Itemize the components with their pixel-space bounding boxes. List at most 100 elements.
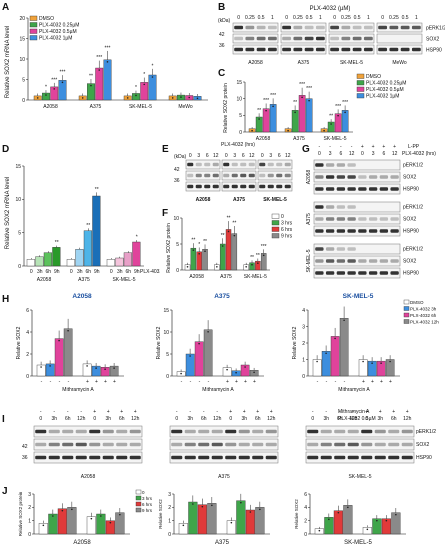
blot-strip bbox=[328, 44, 375, 55]
y-tick-label: 15 bbox=[163, 308, 169, 314]
blot-strip bbox=[313, 243, 401, 255]
time-label: 6h bbox=[45, 269, 51, 275]
data-point bbox=[207, 331, 209, 333]
bar bbox=[91, 365, 101, 377]
time-label: 0 bbox=[93, 416, 96, 422]
protein-band bbox=[315, 25, 325, 30]
mith-sign: - bbox=[203, 409, 205, 415]
mith-sign: + bbox=[134, 409, 137, 415]
mith-sign: + bbox=[235, 379, 238, 385]
bar bbox=[57, 508, 67, 535]
time-label: 6h bbox=[337, 416, 343, 422]
y-tick-label: 10 bbox=[173, 216, 179, 222]
mith-sign: - bbox=[335, 379, 337, 385]
protein-band bbox=[334, 429, 346, 434]
significance-mark: ** bbox=[256, 253, 260, 259]
data-point bbox=[380, 362, 382, 364]
protein-band bbox=[265, 442, 277, 447]
protein-band bbox=[401, 442, 413, 447]
blot-strip bbox=[376, 44, 423, 55]
protein-band bbox=[102, 455, 114, 460]
legend-label: PLX-4032 1µM bbox=[39, 36, 72, 42]
subplot-title: SK-MEL-5 bbox=[343, 293, 374, 300]
data-point bbox=[257, 262, 259, 264]
y-tick-label: 4 bbox=[304, 505, 307, 511]
protein-band bbox=[336, 229, 346, 233]
mith-sign: - bbox=[189, 409, 191, 415]
row-label: HSP90 bbox=[426, 48, 442, 54]
y-tick-label: 0 bbox=[239, 130, 242, 136]
protein-band bbox=[315, 205, 324, 209]
blot-strip bbox=[33, 438, 143, 451]
time-label: 3 bbox=[197, 153, 200, 159]
time-label: 3 bbox=[269, 153, 272, 159]
dose-label: 0 bbox=[237, 15, 240, 21]
protein-band bbox=[390, 271, 399, 275]
data-point bbox=[204, 250, 206, 252]
time-label: 12 bbox=[213, 153, 219, 159]
blot-b: B PLX-4032 (µM) (kDa) 42 36 0 0.25 0.5 1A20… bbox=[218, 2, 445, 66]
protein-band bbox=[401, 429, 413, 434]
significance-mark: *** bbox=[299, 82, 305, 88]
protein-band bbox=[234, 47, 244, 52]
protein-band bbox=[223, 173, 230, 178]
data-point bbox=[253, 371, 255, 374]
mith-sign: + bbox=[95, 379, 98, 385]
time-label: 9h bbox=[94, 269, 100, 275]
mith-sign: + bbox=[86, 379, 89, 385]
protein-band bbox=[238, 442, 250, 447]
row-label: HSP90 bbox=[416, 455, 432, 461]
legend-label: PLX-4032 0.5µM bbox=[39, 29, 77, 35]
time-label: 0 bbox=[225, 153, 228, 159]
y-tick-label: 15 bbox=[19, 36, 25, 42]
kda-label: (kDa) bbox=[174, 154, 187, 160]
protein-band bbox=[171, 442, 183, 447]
subplot-title: A375 bbox=[215, 540, 230, 546]
time-label: 0 bbox=[261, 153, 264, 159]
row-label: pERK1/2 bbox=[403, 205, 423, 211]
legend-label: 6 hrs bbox=[281, 227, 293, 233]
protein-band bbox=[368, 271, 378, 275]
marker-42: 42 bbox=[22, 444, 28, 450]
data-point bbox=[343, 319, 345, 322]
subplot-title: A375 bbox=[214, 293, 230, 300]
data-point bbox=[61, 509, 64, 512]
legend-swatch bbox=[271, 220, 280, 226]
bar bbox=[269, 104, 277, 133]
y-tick-label: 2 bbox=[304, 518, 307, 524]
mith-sign: + bbox=[120, 409, 123, 415]
lpp-sign: + bbox=[393, 144, 396, 150]
protein-band bbox=[259, 162, 266, 167]
significance-mark: *** bbox=[105, 45, 111, 51]
panel-g: G L-PP PLX-4032 (hrs) - - - - + + + +0 3 6 12 0 3 6 12… bbox=[300, 138, 445, 288]
blot-strip bbox=[33, 425, 143, 438]
data-point bbox=[245, 266, 247, 268]
protein-band bbox=[361, 455, 373, 460]
subplot-title: SK-MEL-5 bbox=[344, 540, 372, 546]
protein-band bbox=[256, 47, 266, 52]
y-tick-label: 1 bbox=[168, 518, 171, 524]
chart-j: J Relative SOX2 protein 0 1 2 3 A2058 Relative… bbox=[2, 486, 406, 546]
protein-band bbox=[195, 162, 202, 167]
bar bbox=[262, 108, 270, 133]
data-point bbox=[151, 76, 154, 78]
significance-mark: *** bbox=[96, 55, 102, 61]
time-label: 6h bbox=[125, 269, 131, 275]
protein-band bbox=[374, 455, 386, 460]
mith-sign: - bbox=[40, 409, 42, 415]
data-point bbox=[371, 362, 373, 364]
bar bbox=[100, 366, 110, 377]
protein-band bbox=[129, 455, 141, 460]
protein-band bbox=[347, 271, 356, 275]
lpp-sign: - bbox=[351, 144, 353, 150]
mith-label: Mithramycin A bbox=[338, 409, 370, 415]
protein-band bbox=[307, 442, 319, 447]
bar bbox=[231, 233, 238, 271]
cell-line-label: A375 bbox=[298, 60, 310, 66]
bar bbox=[255, 260, 261, 271]
bar bbox=[115, 512, 125, 535]
protein-band bbox=[282, 36, 292, 41]
protein-band bbox=[204, 184, 211, 189]
time-label: 0 bbox=[70, 269, 73, 275]
protein-band bbox=[184, 429, 196, 434]
